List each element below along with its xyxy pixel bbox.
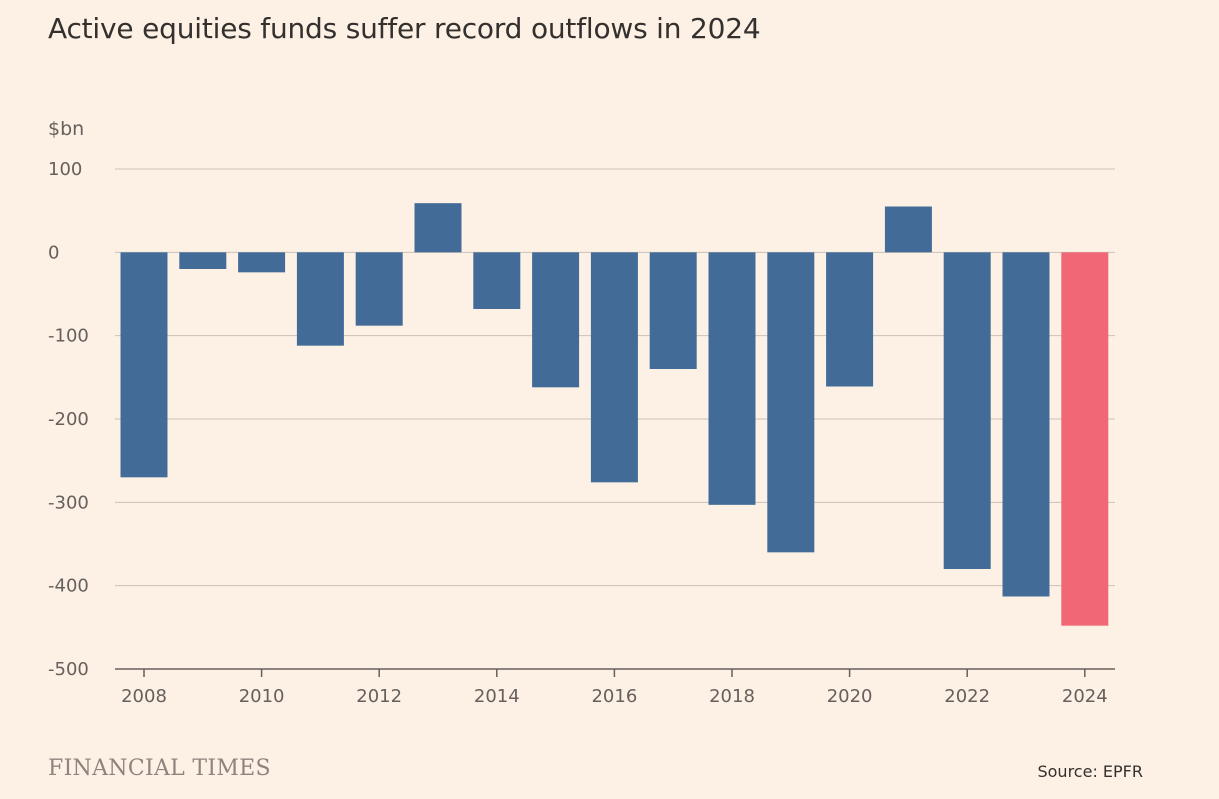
x-tick-label: 2020 — [827, 686, 873, 707]
x-tick-label: 2008 — [121, 686, 167, 707]
bar-2017 — [649, 252, 697, 369]
bar-2023 — [1002, 252, 1050, 597]
x-tick-label: 2012 — [356, 686, 402, 707]
x-tick-label: 2024 — [1062, 686, 1108, 707]
bar-2024 — [1061, 252, 1109, 626]
y-tick-label: -500 — [48, 659, 89, 680]
y-tick-label: -400 — [48, 576, 89, 597]
x-tick-label: 2018 — [709, 686, 755, 707]
chart-title: Active equities funds suffer record outf… — [48, 12, 761, 45]
bar-2015 — [532, 252, 580, 388]
bar-2008 — [120, 252, 168, 478]
y-tick-label: 100 — [48, 159, 82, 180]
y-axis-unit-label: $bn — [48, 118, 85, 140]
bar-2022 — [943, 252, 991, 570]
bar-2014 — [473, 252, 521, 309]
bar-2013 — [414, 203, 462, 253]
bar-2019 — [767, 252, 815, 553]
source-note: Source: EPFR — [1037, 762, 1143, 781]
x-tick-label: 2022 — [944, 686, 990, 707]
y-tick-label: -100 — [48, 326, 89, 347]
bar-2010 — [238, 252, 286, 273]
financial-times-logo: FINANCIAL TIMES — [48, 756, 271, 781]
bar-2018 — [708, 252, 756, 505]
y-tick-label: -200 — [48, 409, 89, 430]
bar-2016 — [590, 252, 638, 483]
bar-2020 — [826, 252, 874, 387]
bar-2009 — [179, 252, 227, 269]
bar-2011 — [296, 252, 344, 346]
y-tick-label: 0 — [48, 242, 59, 263]
bar-2021 — [884, 206, 932, 253]
y-tick-label: -300 — [48, 492, 89, 513]
bar-2012 — [355, 252, 403, 326]
x-tick-label: 2014 — [474, 686, 520, 707]
x-tick-label: 2010 — [239, 686, 285, 707]
x-tick-label: 2016 — [591, 686, 637, 707]
